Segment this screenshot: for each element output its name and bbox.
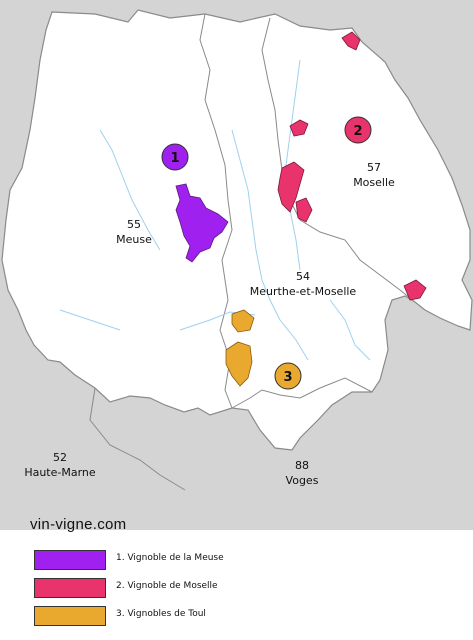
border-meurthe-vosges xyxy=(231,377,373,409)
vineyard-moselle xyxy=(277,31,427,301)
dept-meurthe-number: 54 xyxy=(296,270,310,283)
legend-item-toul: 3. Vignobles de Toul xyxy=(34,606,454,626)
vineyard-meuse xyxy=(175,183,229,263)
badge-1: 1 xyxy=(161,143,189,171)
dept-moselle-name: Moselle xyxy=(353,176,395,189)
badge-3-label: 3 xyxy=(283,370,292,385)
legend-label-meuse: 1. Vignoble de la Meuse xyxy=(116,553,224,563)
border-haute-marne xyxy=(89,387,186,491)
legend-swatch-toul xyxy=(34,606,106,626)
site-watermark: vin-vigne.com xyxy=(30,516,127,533)
legend-label-toul: 3. Vignobles de Toul xyxy=(116,609,206,619)
dept-meurthe-name: Meurthe-et-Moselle xyxy=(250,285,357,298)
badge-2-label: 2 xyxy=(353,124,362,139)
rivers xyxy=(59,59,371,361)
badge-3: 3 xyxy=(274,362,302,390)
legend-swatch-meuse xyxy=(34,550,106,570)
legend-swatch-moselle xyxy=(34,578,106,598)
badge-1-label: 1 xyxy=(170,151,179,166)
legend-item-meuse: 1. Vignoble de la Meuse xyxy=(34,550,454,570)
border-meurthe-moselle xyxy=(261,17,416,303)
legend-label-moselle: 2. Vignoble de Moselle xyxy=(116,581,218,591)
wine-region-map: 1 2 3 55 Meuse 57 Moselle 54 Meurthe-et-… xyxy=(0,0,473,530)
legend: 1. Vignoble de la Meuse 2. Vignoble de M… xyxy=(0,534,473,640)
dept-moselle-number: 57 xyxy=(367,161,381,174)
dept-vosges-name: Voges xyxy=(286,474,319,487)
vineyard-toul xyxy=(225,309,255,387)
dept-meuse-name: Meuse xyxy=(116,233,152,246)
dept-meuse-number: 55 xyxy=(127,218,141,231)
dept-haute-marne-name: Haute-Marne xyxy=(24,466,96,479)
badge-2: 2 xyxy=(344,116,372,144)
dept-haute-marne-number: 52 xyxy=(53,451,67,464)
legend-item-moselle: 2. Vignoble de Moselle xyxy=(34,578,454,598)
dept-vosges-number: 88 xyxy=(295,459,309,472)
